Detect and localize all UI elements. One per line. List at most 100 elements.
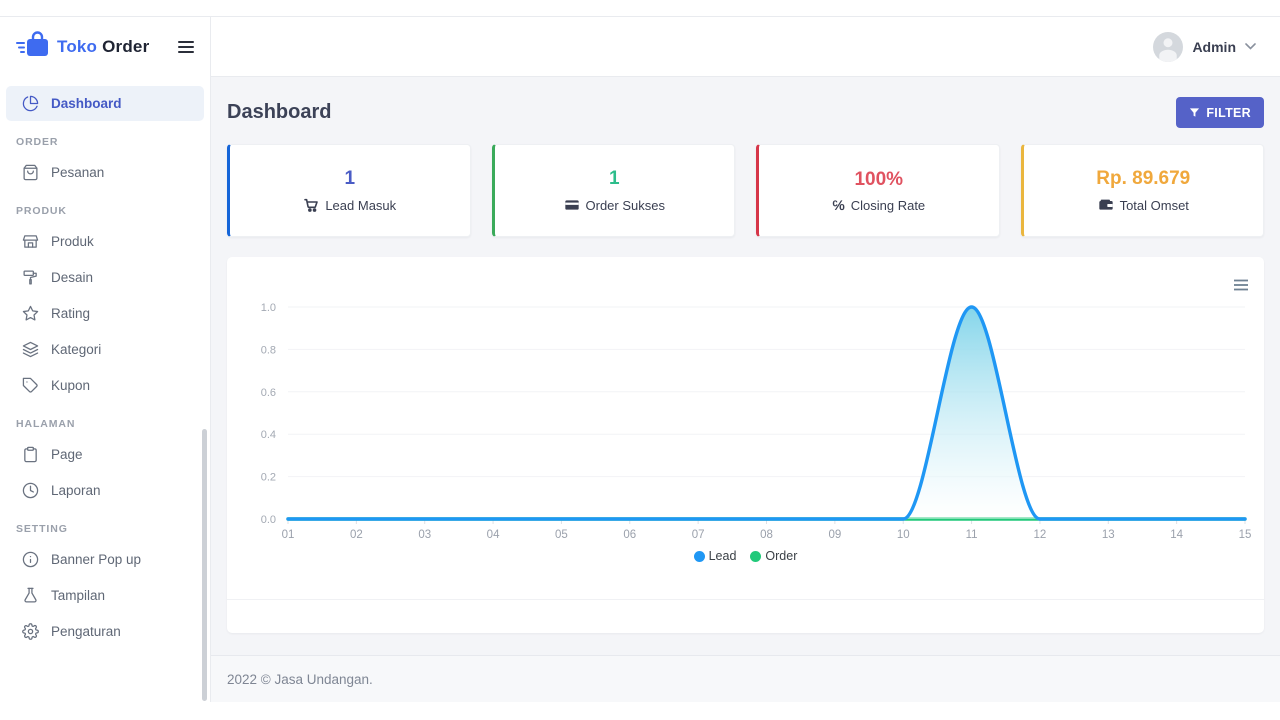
svg-text:15: 15 bbox=[1239, 529, 1252, 541]
shopping-bag-logo-icon bbox=[16, 30, 50, 65]
sidebar-item-pesanan[interactable]: Pesanan bbox=[6, 155, 204, 190]
stat-card-lead-masuk: 1 Lead Masuk bbox=[227, 144, 471, 237]
svg-text:03: 03 bbox=[418, 529, 431, 541]
tag-icon bbox=[22, 377, 39, 394]
page-footer: 2022 © Jasa Undangan. bbox=[211, 655, 1280, 702]
legend-label: Lead bbox=[708, 549, 737, 563]
stat-card-order-sukses: 1 Order Sukses bbox=[491, 144, 735, 237]
sidebar-item-label: Tampilan bbox=[51, 588, 106, 603]
sidebar-nav: Dashboard ORDER Pesanan PRODUK Produk Desain R… bbox=[0, 77, 210, 649]
stat-label-text: Order Sukses bbox=[585, 197, 665, 213]
brand-text-secondary: Order bbox=[102, 37, 150, 56]
sidebar-item-label: Page bbox=[51, 447, 83, 462]
svg-text:02: 02 bbox=[350, 529, 363, 541]
chart-area: 0.0 0.2 0.4 0.6 0.8 1.0 01 02 03 04 05 06 07 08 09 10 11… bbox=[227, 257, 1264, 599]
sidebar-item-label: Pengaturan bbox=[51, 624, 121, 639]
sidebar-item-kupon[interactable]: Kupon bbox=[6, 368, 204, 403]
stat-card-closing-rate: 100% ℅ Closing Rate bbox=[756, 144, 1000, 237]
chart-legend: Lead Order bbox=[227, 549, 1264, 563]
chart-card: 0.0 0.2 0.4 0.6 0.8 1.0 01 02 03 04 05 06 07 08 09 10 11… bbox=[227, 257, 1264, 633]
filter-button[interactable]: FILTER bbox=[1176, 97, 1264, 128]
sidebar-item-label: Kupon bbox=[51, 378, 91, 393]
window-top-strip bbox=[0, 0, 1280, 16]
credit-card-icon bbox=[564, 197, 580, 213]
svg-text:09: 09 bbox=[828, 529, 841, 541]
sidebar-section-header-produk: PRODUK bbox=[16, 205, 67, 217]
brand-text-primary: Toko bbox=[57, 37, 98, 56]
clock-icon bbox=[22, 482, 39, 499]
legend-dot bbox=[750, 550, 762, 562]
sidebar-item-label: Rating bbox=[51, 306, 91, 321]
sidebar-item-banner-pop-up[interactable]: Banner Pop up bbox=[6, 542, 204, 577]
sidebar-item-label: Desain bbox=[51, 270, 94, 285]
store-icon bbox=[22, 233, 39, 250]
sidebar-item-label: Pesanan bbox=[51, 165, 105, 180]
svg-text:06: 06 bbox=[623, 529, 636, 541]
stat-value: 100% bbox=[854, 168, 904, 190]
stat-value: 1 bbox=[344, 168, 356, 189]
svg-text:0.0: 0.0 bbox=[261, 514, 276, 526]
user-name: Admin bbox=[1192, 38, 1236, 55]
sidebar-item-label: Dashboard bbox=[51, 96, 122, 111]
svg-text:0.8: 0.8 bbox=[261, 344, 276, 356]
page-title: Dashboard bbox=[227, 101, 332, 123]
sidebar-item-tampilan[interactable]: Tampilan bbox=[6, 578, 204, 613]
page-header: Dashboard FILTER bbox=[227, 97, 1264, 128]
sidebar-item-label: Laporan bbox=[51, 483, 101, 498]
legend-dot bbox=[693, 550, 705, 562]
svg-text:04: 04 bbox=[487, 529, 500, 541]
legend-item-order[interactable]: Order bbox=[750, 549, 797, 563]
flask-icon bbox=[22, 587, 39, 604]
sidebar-item-page[interactable]: Page bbox=[6, 437, 204, 472]
sidebar-section-header-setting: SETTING bbox=[16, 523, 68, 535]
stat-label-text: Total Omset bbox=[1119, 197, 1189, 213]
star-icon bbox=[22, 305, 39, 322]
svg-text:14: 14 bbox=[1170, 529, 1183, 541]
sidebar-brand-row: Toko Order bbox=[0, 17, 210, 77]
svg-text:11: 11 bbox=[966, 529, 978, 541]
stat-value: 1 bbox=[608, 168, 620, 189]
info-circle-icon bbox=[22, 551, 39, 568]
legend-item-lead[interactable]: Lead bbox=[693, 549, 737, 563]
chart-card-footer bbox=[227, 599, 1264, 633]
sidebar-item-label: Produk bbox=[51, 234, 94, 249]
stat-label-text: Lead Masuk bbox=[325, 197, 397, 213]
sidebar: Toko Order Dashboard ORDER Pesanan PRODUK Pr… bbox=[0, 17, 211, 702]
sidebar-item-laporan[interactable]: Laporan bbox=[6, 473, 204, 508]
sidebar-item-desain[interactable]: Desain bbox=[6, 260, 204, 295]
sidebar-toggle-hamburger-icon[interactable] bbox=[178, 40, 194, 54]
stat-label: ℅ Closing Rate bbox=[832, 198, 925, 213]
sidebar-item-pengaturan[interactable]: Pengaturan bbox=[6, 614, 204, 649]
svg-text:08: 08 bbox=[760, 529, 773, 541]
cart-icon bbox=[303, 197, 319, 213]
chart-menu-icon[interactable] bbox=[1234, 279, 1248, 291]
sidebar-item-rating[interactable]: Rating bbox=[6, 296, 204, 331]
svg-text:0.4: 0.4 bbox=[261, 429, 276, 441]
sidebar-section-header-order: ORDER bbox=[16, 136, 59, 148]
svg-text:07: 07 bbox=[692, 529, 705, 541]
sidebar-item-produk[interactable]: Produk bbox=[6, 224, 204, 259]
sidebar-item-kategori[interactable]: Kategori bbox=[6, 332, 204, 367]
app-frame: Toko Order Dashboard ORDER Pesanan PRODUK Pr… bbox=[0, 16, 1280, 702]
stat-label: Total Omset bbox=[1098, 197, 1189, 213]
svg-text:01: 01 bbox=[282, 529, 295, 541]
stat-label: Order Sukses bbox=[564, 197, 665, 213]
clipboard-icon bbox=[22, 446, 39, 463]
avatar bbox=[1153, 31, 1184, 62]
brand-text: Toko Order bbox=[57, 37, 149, 57]
user-menu[interactable]: Admin bbox=[1153, 31, 1256, 62]
chevron-down-icon bbox=[1245, 43, 1256, 50]
stat-card-total-omset: Rp. 89.679 Total Omset bbox=[1020, 144, 1264, 237]
page-content: Dashboard FILTER 1 Lead Masuk 1 Order Sukse… bbox=[211, 77, 1280, 655]
sidebar-item-label: Kategori bbox=[51, 342, 102, 357]
stat-value: Rp. 89.679 bbox=[1096, 168, 1191, 189]
sidebar-section-header-halaman: HALAMAN bbox=[16, 418, 76, 430]
gear-icon bbox=[22, 623, 39, 640]
sidebar-item-dashboard[interactable]: Dashboard bbox=[6, 86, 204, 121]
brand[interactable]: Toko Order bbox=[16, 30, 149, 65]
layers-icon bbox=[22, 341, 39, 358]
svg-text:13: 13 bbox=[1102, 529, 1115, 541]
pie-chart-icon bbox=[22, 95, 39, 112]
sidebar-scrollbar[interactable] bbox=[202, 429, 207, 701]
main-column: Admin Dashboard FILTER 1 Lead Masuk 1 Order… bbox=[211, 17, 1280, 702]
